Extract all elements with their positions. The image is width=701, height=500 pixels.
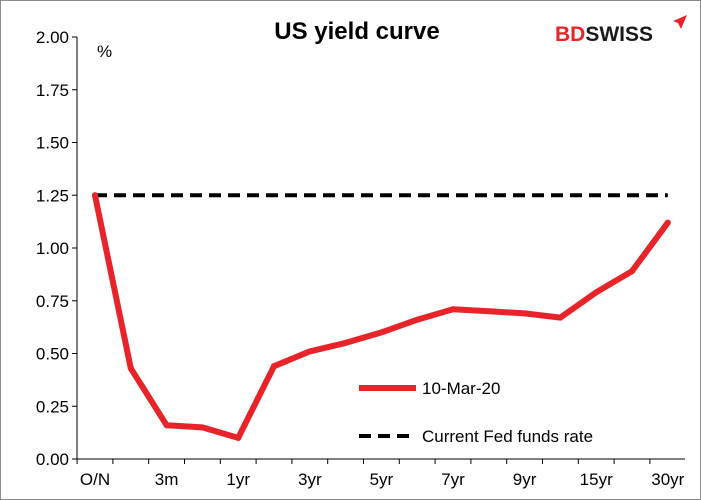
x-ticks: O/N 3m 1yr 3yr 5yr 7yr 9yr 15yr 30yr <box>76 459 685 489</box>
yield-point <box>271 363 277 370</box>
x-tick-label: 15yr <box>580 470 613 489</box>
y-tick-label: 1.00 <box>36 239 69 258</box>
y-unit-label: % <box>97 42 112 61</box>
yield-point <box>235 434 242 441</box>
yield-point <box>593 289 600 296</box>
x-tick-label: O/N <box>80 470 110 489</box>
yield-point <box>485 308 492 315</box>
yield-point <box>199 424 206 431</box>
yield-point <box>521 310 528 317</box>
x-tick-label: 5yr <box>370 470 394 489</box>
svg-text:BDSWISS: BDSWISS <box>555 23 653 46</box>
y-tick-label: 0.75 <box>36 292 69 311</box>
legend-label-fed-funds: Current Fed funds rate <box>422 427 593 446</box>
x-tick-label: 1yr <box>226 470 250 489</box>
x-tick-label: 3yr <box>298 470 322 489</box>
legend-label-yield-curve: 10-Mar-20 <box>422 379 500 398</box>
x-tick-label: 9yr <box>513 470 537 489</box>
y-tick-label: 0.50 <box>36 345 69 364</box>
yield-curve-line <box>92 192 671 441</box>
y-tick-label: 2.00 <box>36 28 69 47</box>
yield-point <box>342 339 349 346</box>
logo-text-swiss: SWISS <box>585 23 653 46</box>
y-ticks: 0.00 0.25 0.50 0.75 1.00 1.25 1.50 1.75 2.00 <box>36 28 77 469</box>
x-tick-label: 30yr <box>651 470 684 489</box>
y-tick-label: 0.00 <box>36 450 69 469</box>
yield-point <box>414 316 421 323</box>
data-points <box>92 192 671 441</box>
x-tick-label: 7yr <box>441 470 465 489</box>
yield-point <box>557 314 564 321</box>
logo-arrow-icon <box>673 15 687 29</box>
y-tick-label: 0.25 <box>36 397 69 416</box>
legend: 10-Mar-20 Current Fed funds rate <box>359 379 593 446</box>
x-tick-label: 3m <box>155 470 179 489</box>
yield-point <box>127 365 134 372</box>
y-tick-label: 1.50 <box>36 134 69 153</box>
yield-point <box>664 219 671 226</box>
yield-point <box>306 348 313 355</box>
y-tick-label: 1.75 <box>36 81 69 100</box>
chart-title: US yield curve <box>274 18 439 45</box>
y-tick-label: 1.25 <box>36 186 69 205</box>
yield-point <box>378 329 385 336</box>
yield-point <box>629 268 635 275</box>
logo-text-bd: BD <box>555 23 585 46</box>
yield-point <box>450 306 456 313</box>
yield-point <box>92 192 98 199</box>
yield-point <box>163 422 170 429</box>
bdswiss-logo: BDSWISS <box>555 15 687 46</box>
